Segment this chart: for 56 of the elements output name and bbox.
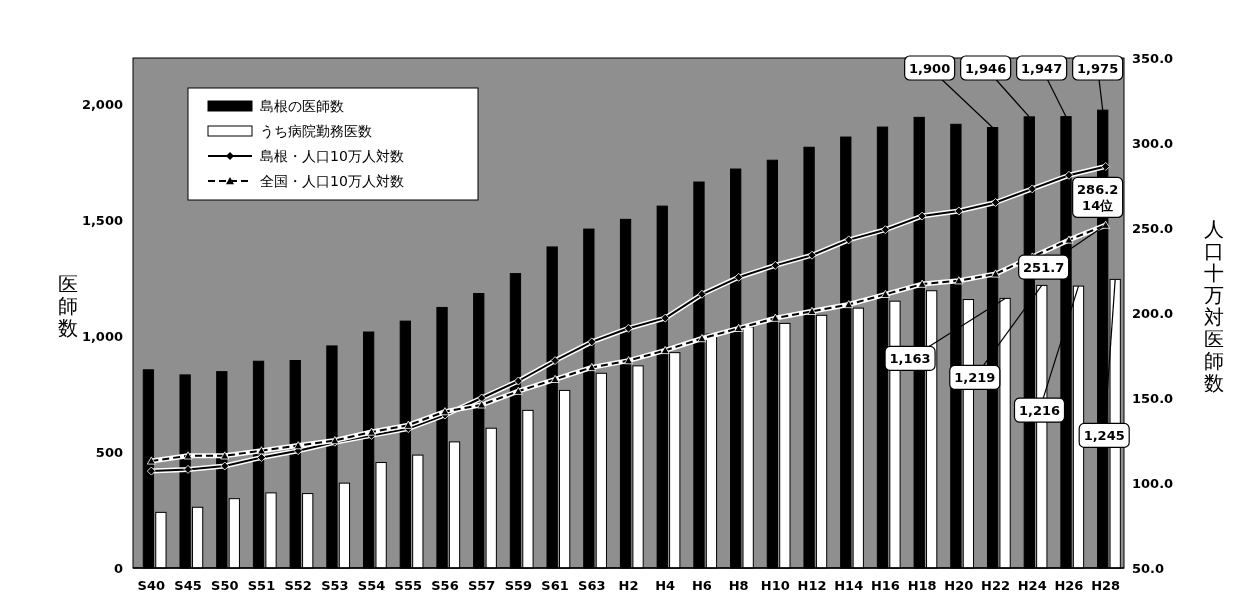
legend-label: 全国・人口10万人対数	[260, 173, 404, 189]
annotation: 14位	[1082, 198, 1114, 214]
y2-tick-label: 300.0	[1132, 136, 1174, 151]
x-tick-label: H24	[1017, 578, 1047, 593]
x-tick-label: S51	[247, 578, 276, 593]
x-tick-label: S53	[321, 578, 349, 593]
x-tick-label: H26	[1054, 578, 1084, 593]
y2-tick-label: 100.0	[1132, 476, 1174, 491]
x-tick-label: S52	[284, 578, 312, 593]
y-tick-label: 500	[95, 445, 123, 461]
y-tick-label: 1,000	[81, 329, 123, 345]
x-tick-label: S50	[211, 578, 239, 593]
data-label: 286.2	[1077, 182, 1119, 198]
x-tick-label: S59	[504, 578, 533, 593]
data-label: 1,245	[1083, 428, 1125, 444]
x-tick-label: H20	[944, 578, 974, 593]
x-tick-label: S40	[137, 578, 166, 593]
x-tick-label: S45	[174, 578, 202, 593]
y-tick-label: 0	[113, 561, 123, 576]
x-tick-label: S57	[467, 578, 496, 593]
data-label: 1,216	[1018, 403, 1061, 419]
x-tick-label: H16	[870, 578, 900, 593]
data-label: 1,900	[909, 61, 951, 76]
x-tick-label: H2	[618, 578, 639, 593]
legend-label: 島根・人口10万人対数	[260, 148, 404, 164]
y-tick-label: 1,500	[81, 213, 123, 229]
data-label: 1,946	[965, 61, 1007, 76]
x-tick-label: H22	[981, 578, 1011, 593]
y2-tick-label: 350.0	[1132, 51, 1174, 66]
x-tick-label: H10	[760, 578, 790, 593]
x-tick-label: S54	[357, 578, 386, 593]
x-tick-label: H6	[691, 578, 712, 593]
y-tick-label: 2,000	[81, 97, 123, 113]
data-label: 1,947	[1021, 61, 1063, 76]
x-tick-label: S63	[578, 578, 606, 593]
legend-label: 島根の医師数	[260, 98, 344, 114]
x-tick-label: S56	[431, 578, 459, 593]
x-tick-label: H12	[797, 578, 827, 593]
x-tick-label: H14	[834, 578, 864, 593]
x-tick-label: H18	[907, 578, 937, 593]
x-tick-label: S55	[394, 578, 423, 593]
data-label: 251.7	[1023, 260, 1065, 276]
y2-axis-title: 人口十万対医師数	[1204, 217, 1224, 395]
y2-tick-label: 150.0	[1132, 391, 1174, 406]
data-label: 1,163	[889, 351, 931, 367]
y-axis-title: 医師数	[58, 272, 78, 340]
x-tick-label: S61	[541, 578, 569, 593]
x-tick-label: H28	[1091, 578, 1121, 593]
data-label: 1,219	[954, 370, 996, 386]
y2-tick-label: 200.0	[1132, 306, 1174, 321]
data-label: 1,975	[1077, 61, 1119, 76]
x-tick-label: H8	[728, 578, 749, 593]
y2-tick-label: 250.0	[1132, 221, 1174, 236]
legend-label: うち病院勤務医数	[260, 123, 372, 139]
x-tick-label: H4	[655, 578, 676, 593]
y2-tick-label: 50.0	[1132, 561, 1165, 576]
